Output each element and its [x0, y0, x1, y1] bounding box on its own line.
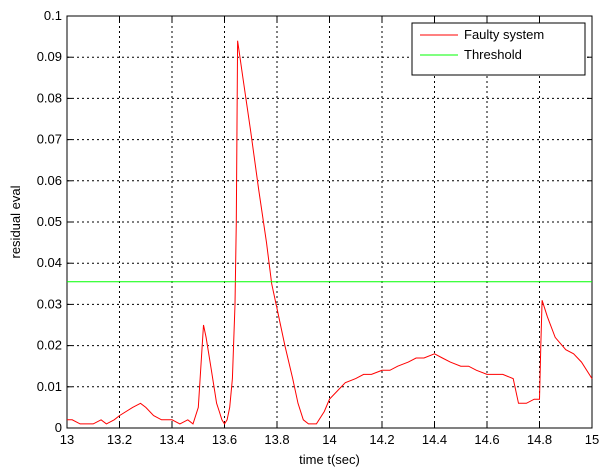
- x-tick-label: 15: [585, 432, 599, 447]
- axis-tick-labels: 13 13.2 13.4 13.6 13.8 14 14.2 14.4 14.6 14.8 15 0 0…: [37, 8, 600, 447]
- y-tick-label: 0.02: [37, 338, 62, 353]
- x-tick-label: 14.4: [422, 432, 447, 447]
- x-tick-label: 13.2: [107, 432, 132, 447]
- legend-box: [411, 22, 586, 76]
- x-tick-label: 14.8: [527, 432, 552, 447]
- x-tick-label: 13.6: [212, 432, 237, 447]
- x-tick-label: 13: [60, 432, 74, 447]
- y-tick-label: 0: [55, 420, 62, 435]
- x-tick-label: 13.8: [264, 432, 289, 447]
- x-tick-label: 13.4: [159, 432, 184, 447]
- y-tick-label: 0.1: [44, 8, 62, 23]
- legend-label: Threshold: [464, 47, 522, 62]
- x-tick-label: 14: [322, 432, 336, 447]
- series-line-0: [67, 40, 593, 425]
- legend: Faulty system Threshold: [411, 22, 586, 76]
- y-axis-label: residual eval: [8, 185, 23, 258]
- legend-label: Faulty system: [464, 27, 544, 42]
- x-axis-label: time t(sec): [299, 452, 360, 467]
- x-tick-label: 14.2: [369, 432, 394, 447]
- y-tick-label: 0.06: [37, 173, 62, 188]
- x-tick-label: 14.6: [474, 432, 499, 447]
- series-layer: [67, 40, 593, 425]
- y-tick-label: 0.09: [37, 49, 62, 64]
- grid-lines: [67, 16, 592, 428]
- y-tick-label: 0.08: [37, 90, 62, 105]
- y-tick-label: 0.04: [37, 255, 62, 270]
- axis-ticks: [66, 15, 593, 429]
- y-tick-label: 0.07: [37, 132, 62, 147]
- y-tick-label: 0.05: [37, 214, 62, 229]
- y-tick-label: 0.03: [37, 296, 62, 311]
- y-tick-label: 0.01: [37, 379, 62, 394]
